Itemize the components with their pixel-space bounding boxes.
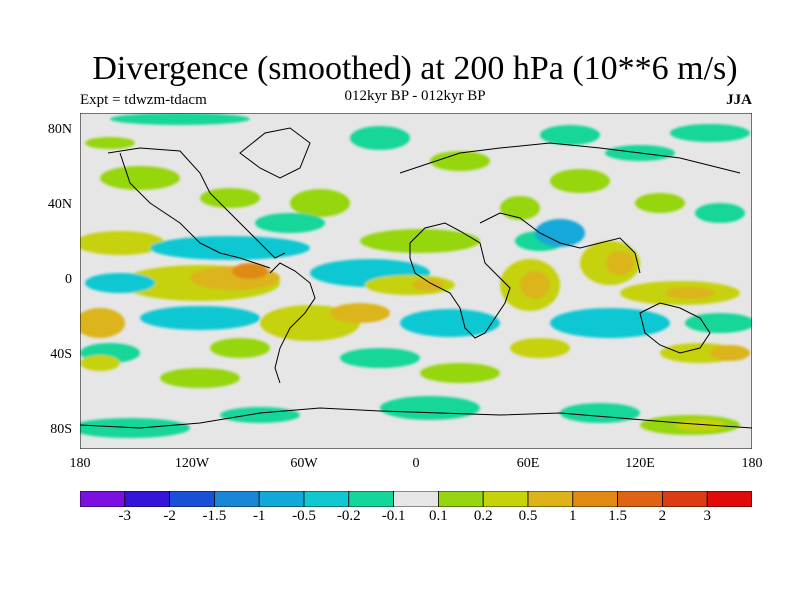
colorbar-swatch (706, 491, 752, 507)
colorbar-swatch (437, 491, 484, 507)
lat-label-40n: 40N (47, 197, 72, 212)
colorbar-label: -3 (118, 508, 132, 524)
colorbar-label: -2 (163, 508, 176, 524)
lat-label-eq: 0 (65, 272, 72, 287)
lon-label-60e: 60E (516, 456, 540, 471)
lon-label-120w: 120W (174, 456, 210, 471)
lon-label-0: 0 (412, 456, 420, 471)
colorbar-swatch (169, 491, 215, 507)
colorbar-label: -0.5 (292, 508, 316, 524)
colorbar-label: 0.2 (473, 508, 493, 524)
colorbar-label: 1.5 (608, 508, 627, 524)
lon-label-180e: 180 (741, 456, 763, 471)
colorbar-swatch (617, 491, 663, 507)
colorbar-label: 0.1 (429, 508, 448, 524)
colorbar-label: 3 (703, 508, 711, 524)
lon-label-60w: 60W (290, 456, 318, 471)
experiment-label: Expt = tdwzm-tdacm (80, 92, 207, 108)
colorbar-swatch (527, 491, 574, 507)
colorbar-swatch (482, 491, 529, 507)
colorbar-label: -0.1 (381, 508, 406, 524)
divergence-map (80, 113, 752, 449)
colorbar (80, 491, 752, 507)
lat-label-40s: 40S (50, 347, 72, 362)
map-title: Divergence (smoothed) at 200 hPa (10**6 … (92, 50, 738, 87)
colorbar-swatch (124, 491, 170, 507)
map-subtitle: 012kyr BP - 012kyr BP (344, 88, 486, 104)
colorbar-swatch (393, 491, 439, 507)
colorbar-label: 1 (569, 508, 577, 524)
colorbar-swatch (348, 491, 394, 507)
colorbar-swatch (572, 491, 618, 507)
colorbar-label: 2 (658, 508, 667, 524)
lat-label-80s: 80S (50, 422, 72, 437)
colorbar-swatch (662, 491, 708, 507)
colorbar-label: -1.5 (202, 508, 227, 524)
season-label: JJA (726, 92, 752, 108)
colorbar-swatch (213, 491, 260, 507)
divergence-field (80, 113, 752, 438)
lon-label-120e: 120E (625, 456, 655, 471)
lat-label-80n: 80N (47, 122, 72, 137)
coastlines (80, 127, 752, 429)
colorbar-swatch (303, 491, 350, 507)
colorbar-label: 0.5 (518, 508, 538, 524)
colorbar-swatch (80, 491, 126, 507)
colorbar-swatch (258, 491, 305, 507)
colorbar-label: -1 (252, 508, 266, 524)
colorbar-label: -0.2 (336, 508, 361, 524)
lon-label-180w: 180 (69, 456, 91, 471)
